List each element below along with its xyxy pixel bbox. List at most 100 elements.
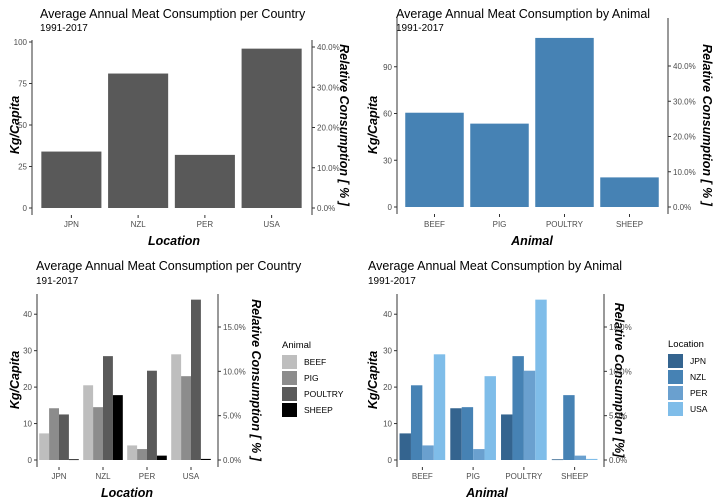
x-tick-label: JPN <box>51 472 66 481</box>
y-tick-label: 10 <box>383 420 392 429</box>
bar <box>563 395 575 460</box>
y-tick-label: 60 <box>383 110 392 119</box>
bar <box>461 407 474 460</box>
y-tick-label: 20 <box>383 383 392 392</box>
legend-label: SHEEP <box>304 405 333 415</box>
chart-title: Average Annual Meat Consumption by Anima… <box>368 259 622 273</box>
legend-label: USA <box>690 404 708 414</box>
bar <box>600 177 659 207</box>
x-tick-label: POULTRY <box>505 472 543 481</box>
chart-subtitle: 1991-2017 <box>40 23 88 34</box>
y2-tick-label: 30.0% <box>317 83 340 92</box>
y2-tick-label: 40.0% <box>317 43 340 52</box>
bar <box>93 407 103 460</box>
plot-area: 0 30 60 90 0.0% 10.0% 20.0% 30.0% 40.0% BEEF PIG PO… <box>383 18 696 229</box>
chart-subtitle: 1991-2017 <box>368 276 416 287</box>
y2-axis-label: Relative Consumption [ % ] <box>337 44 351 207</box>
y2-tick-label: 15.0% <box>609 323 632 332</box>
bar <box>523 370 536 460</box>
bar <box>410 385 423 460</box>
bar <box>147 370 157 460</box>
x-tick-label: USA <box>263 220 280 229</box>
y-tick-label: 0 <box>388 456 393 465</box>
y-axis-label: Kg/Capita <box>8 96 22 154</box>
bar <box>551 459 564 461</box>
x-tick-label: JPN <box>64 220 79 229</box>
y2-tick-label: 20.0% <box>317 124 340 133</box>
bar <box>49 408 59 460</box>
x-tick-label: USA <box>183 472 200 481</box>
legend-swatch <box>668 354 683 368</box>
y2-tick-label: 10.0% <box>317 164 340 173</box>
x-tick-label: PER <box>197 220 214 229</box>
bar <box>171 354 182 460</box>
chart-subtitle: 1991-2017 <box>396 23 444 34</box>
bar <box>422 445 434 460</box>
plot-area: 0 25 50 75 100 0.0% 10.0% 20.0% 30.0% 40.0% JPN NZL… <box>14 38 340 229</box>
y2-tick-label: 20.0% <box>673 133 696 142</box>
y2-tick-label: 15.0% <box>223 323 246 332</box>
legend-label: JPN <box>690 356 706 366</box>
chart-subtitle: 191-2017 <box>36 276 79 287</box>
bar <box>450 408 462 460</box>
bar <box>586 458 598 460</box>
bar <box>39 433 50 460</box>
legend-swatch <box>668 370 683 384</box>
legend-label: NZL <box>690 372 706 382</box>
y2-tick-label: 0.0% <box>317 204 335 213</box>
y-axis-label: Kg/Capita <box>8 351 22 409</box>
bar <box>108 73 169 208</box>
y2-tick-label: 10.0% <box>673 168 696 177</box>
x-tick-label: BEEF <box>412 472 433 481</box>
bar <box>405 112 464 207</box>
chart-title: Average Annual Meat Consumption per Coun… <box>36 259 302 273</box>
y-tick-label: 0 <box>23 204 28 213</box>
y2-tick-label: 0.0% <box>223 456 241 465</box>
bar <box>535 37 594 207</box>
bar <box>512 356 524 460</box>
legend-swatch <box>282 403 297 417</box>
panel-animal-by-country: Average Annual Meat Consumption by Anima… <box>366 259 708 500</box>
bar <box>241 48 302 208</box>
x-tick-label: SHEEP <box>616 220 643 229</box>
panel-country-by-animal: Average Annual Meat Consumption per Coun… <box>8 259 344 500</box>
legend-title: Location <box>668 339 704 350</box>
x-axis-label: Location <box>101 486 153 500</box>
panel-country-total: Average Annual Meat Consumption per Coun… <box>8 7 351 248</box>
y2-axis-label: Relative Consumption [ % ] <box>249 299 263 462</box>
y2-tick-label: 5.0% <box>223 412 241 421</box>
legend-swatch <box>282 387 297 401</box>
legend-swatch <box>282 371 297 385</box>
x-tick-label: NZL <box>95 472 111 481</box>
legend-swatch <box>668 402 683 416</box>
panel-animal-total: Average Annual Meat Consumption by Anima… <box>366 7 714 248</box>
bar <box>535 299 547 460</box>
bar <box>59 414 69 460</box>
x-tick-label: PIG <box>493 220 507 229</box>
legend-title: Animal <box>282 340 311 351</box>
y-tick-label: 40 <box>383 310 392 319</box>
y-tick-label: 25 <box>18 163 27 172</box>
chart-title: Average Annual Meat Consumption by Anima… <box>396 7 650 21</box>
y-tick-label: 20 <box>23 383 32 392</box>
y2-tick-label: 0.0% <box>609 456 627 465</box>
bar <box>127 445 138 460</box>
x-axis-label: Location <box>148 234 200 248</box>
y-tick-label: 100 <box>14 38 28 47</box>
y-tick-label: 90 <box>383 63 392 72</box>
bar <box>433 354 446 460</box>
x-tick-label: BEEF <box>424 220 445 229</box>
y2-tick-label: 0.0% <box>673 203 691 212</box>
y-tick-label: 30 <box>383 347 392 356</box>
bar <box>200 458 211 460</box>
bar <box>174 154 235 208</box>
y-tick-label: 0 <box>28 456 33 465</box>
y-tick-label: 75 <box>18 80 27 89</box>
plot-area: 0 10 20 30 40 0.0% 5.0% 10.0% 15.0% BEEF PIG POULTR… <box>383 294 632 481</box>
y-tick-label: 30 <box>383 156 392 165</box>
legend-swatch <box>668 386 683 400</box>
y2-tick-label: 10.0% <box>609 367 632 376</box>
bar <box>68 459 79 461</box>
bar <box>103 356 113 460</box>
